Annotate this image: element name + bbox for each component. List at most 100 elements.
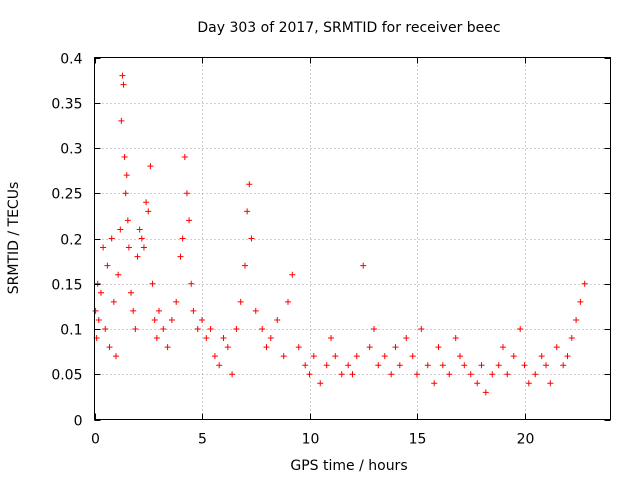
- data-point: [151, 316, 158, 323]
- data-point: [553, 344, 560, 351]
- data-point: [123, 172, 130, 179]
- data-point: [102, 326, 109, 332]
- data-point: [310, 353, 317, 360]
- chart-title: Day 303 of 2017, SRMTID for receiver bee…: [197, 20, 500, 36]
- data-point: [117, 226, 124, 233]
- data-point: [94, 280, 101, 287]
- data-point: [97, 289, 104, 296]
- data-point: [95, 316, 102, 323]
- data-point: [424, 362, 431, 369]
- y-tick-label: 0.15: [51, 278, 82, 294]
- data-point: [504, 371, 511, 378]
- data-point: [113, 353, 119, 360]
- data-point: [349, 371, 356, 378]
- data-point: [188, 280, 195, 287]
- data-point: [263, 344, 270, 351]
- data-point: [136, 226, 143, 233]
- data-point: [547, 380, 554, 387]
- y-tick-label: 0.1: [60, 323, 82, 339]
- data-point: [345, 362, 352, 369]
- data-point: [104, 262, 111, 269]
- data-point: [156, 307, 162, 314]
- data-point: [168, 316, 175, 323]
- data-point: [207, 326, 214, 332]
- data-point: [396, 362, 403, 369]
- data-point: [409, 353, 416, 360]
- data-point: [181, 154, 188, 161]
- data-point: [121, 154, 128, 161]
- data-point: [482, 389, 489, 396]
- data-point: [259, 326, 266, 332]
- data-point: [106, 344, 113, 351]
- data-point: [233, 326, 240, 332]
- data-point: [332, 353, 339, 360]
- data-point: [183, 190, 190, 197]
- data-point: [338, 371, 345, 378]
- data-point: [246, 181, 253, 188]
- y-tick-label: 0.25: [51, 187, 82, 203]
- data-point: [543, 362, 549, 369]
- data-point: [581, 280, 588, 287]
- data-point: [573, 316, 580, 323]
- data-point: [244, 208, 251, 215]
- data-point: [179, 235, 186, 242]
- data-point: [143, 199, 150, 206]
- data-point: [118, 117, 125, 124]
- data-point: [229, 371, 236, 378]
- data-point: [160, 326, 167, 332]
- data-point: [120, 81, 127, 88]
- y-tick-label: 0.05: [51, 368, 82, 384]
- data-point: [366, 344, 373, 351]
- data-point: [186, 217, 193, 224]
- data-point: [92, 307, 99, 314]
- data-point: [525, 380, 532, 387]
- data-point: [164, 344, 171, 351]
- data-point: [467, 371, 474, 378]
- data-point: [521, 362, 528, 369]
- data-point: [328, 335, 334, 342]
- data-point: [211, 353, 218, 360]
- data-point: [371, 326, 377, 332]
- data-point: [461, 362, 468, 369]
- x-tick-label: 0: [91, 432, 100, 448]
- plot-frame: [94, 57, 611, 420]
- data-point: [317, 380, 324, 387]
- data-point: [564, 353, 571, 360]
- data-point: [418, 326, 425, 332]
- data-point: [353, 353, 360, 360]
- data-point: [452, 335, 459, 342]
- data-point: [242, 262, 248, 269]
- x-tick-label: 10: [302, 432, 320, 448]
- data-point: [177, 253, 184, 260]
- data-point: [289, 271, 296, 278]
- y-tick-label: 0.2: [60, 233, 82, 249]
- data-point: [149, 280, 156, 287]
- data-point: [302, 362, 309, 369]
- grid: [94, 57, 611, 420]
- data-point: [538, 353, 545, 360]
- data-point: [237, 298, 244, 305]
- data-point: [381, 353, 388, 360]
- data-point: [457, 353, 463, 360]
- data-point: [134, 253, 141, 260]
- data-point: [568, 335, 575, 342]
- data-point: [199, 316, 205, 323]
- data-point: [128, 289, 135, 296]
- data-point: [252, 307, 259, 314]
- y-tick-label: 0.3: [60, 142, 82, 158]
- data-points: [92, 72, 588, 396]
- y-tick-label: 0.4: [60, 52, 82, 68]
- data-point: [122, 190, 129, 197]
- data-point: [375, 362, 382, 369]
- y-tick-label: 0: [74, 414, 83, 430]
- data-point: [100, 244, 107, 251]
- data-point: [274, 316, 281, 323]
- y-tick-labels: 0 0.05 0.1 0.15 0.2 0.25 0.3 0.35 0.4: [51, 52, 82, 430]
- data-point: [140, 244, 147, 251]
- data-point: [560, 362, 567, 369]
- data-point: [403, 335, 410, 342]
- data-point: [190, 307, 197, 314]
- x-axis-label: GPS time / hours: [290, 458, 407, 474]
- data-point: [500, 344, 506, 351]
- data-point: [489, 371, 496, 378]
